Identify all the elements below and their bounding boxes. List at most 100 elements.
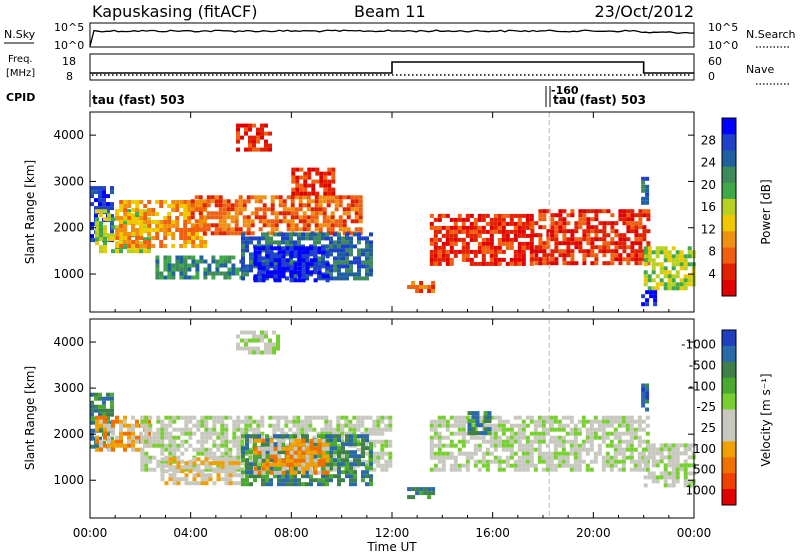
heatmap-cell (219, 255, 224, 260)
heatmap-cell (183, 200, 188, 204)
heatmap-cell (643, 483, 648, 488)
heatmap-cell (582, 249, 587, 254)
heatmap-cell (260, 147, 264, 152)
heatmap-cell (372, 427, 377, 432)
y-tick-label: 4000 (53, 128, 84, 142)
heatmap-cell (297, 458, 302, 463)
heatmap-cell (257, 272, 261, 277)
heatmap-cell (249, 466, 253, 471)
heatmap-cell (554, 213, 559, 218)
heatmap-cell (525, 225, 530, 230)
heatmap-cell (441, 233, 446, 238)
heatmap-cell (517, 427, 522, 432)
heatmap-cell (208, 415, 213, 420)
heatmap-cell (667, 447, 672, 452)
heatmap-cell (301, 474, 305, 479)
heatmap-cell (200, 469, 205, 474)
heatmap-cell (586, 241, 591, 246)
heatmap-cell (538, 225, 543, 230)
heatmap-cell (240, 330, 244, 335)
heatmap-cell (683, 479, 688, 484)
heatmap-cell (290, 203, 295, 208)
heatmap-cell (160, 431, 165, 436)
heatmap-cell (107, 439, 111, 444)
heatmap-cell (419, 487, 424, 492)
heatmap-cell (570, 257, 575, 262)
heatmap-cell (325, 268, 329, 273)
heatmap-cell (521, 463, 526, 468)
heatmap-cell (265, 246, 270, 251)
heatmap-cell (558, 249, 563, 254)
heatmap-cell (160, 435, 165, 440)
heatmap-cell (301, 458, 306, 463)
heatmap-cell (278, 203, 283, 208)
heatmap-cell (493, 229, 498, 234)
heatmap-cell (651, 258, 656, 263)
heatmap-cell (204, 419, 209, 424)
heatmap-cell (477, 443, 482, 448)
heatmap-cell (647, 258, 652, 263)
heatmap-cell (289, 266, 294, 271)
heatmap-cell (481, 463, 486, 468)
heatmap-cell (497, 463, 502, 468)
heatmap-cell (313, 478, 317, 483)
heatmap-cell (489, 415, 494, 420)
heatmap-cell (346, 207, 351, 212)
heatmap-cell (248, 147, 252, 152)
heatmap-cell (637, 435, 642, 440)
heatmap-cell (163, 228, 168, 232)
heatmap-cell (240, 439, 245, 444)
heatmap-cell (227, 259, 232, 264)
heatmap-cell (333, 438, 337, 443)
heatmap-cell (653, 294, 658, 299)
heatmap-cell (135, 232, 140, 236)
heatmap-cell (262, 203, 267, 208)
heatmap-cell (638, 233, 643, 238)
heatmap-cell (431, 487, 436, 492)
heatmap-cell (131, 232, 136, 236)
heatmap-cell (606, 233, 611, 238)
heatmap-cell (441, 213, 446, 218)
heatmap-cell (241, 454, 245, 459)
heatmap-cell (218, 199, 223, 204)
heatmap-cell (321, 252, 325, 257)
heatmap-cell (245, 446, 249, 451)
heatmap-cell (260, 330, 264, 335)
heatmap-cell (285, 276, 289, 281)
heatmap-cell (337, 458, 341, 463)
heatmap-cell (110, 206, 114, 211)
heatmap-cell (622, 213, 627, 218)
heatmap-cell (107, 423, 111, 428)
heatmap-cell (167, 263, 172, 268)
heatmap-cell (643, 258, 648, 263)
heatmap-cell (352, 427, 357, 432)
heatmap-cell (148, 439, 153, 444)
heatmap-cell (675, 479, 680, 484)
heatmap-cell (281, 446, 286, 451)
heatmap-cell (286, 219, 291, 224)
heatmap-cell (533, 439, 538, 444)
heatmap-cell (314, 223, 319, 228)
heatmap-cell (297, 450, 302, 455)
heatmap-cell (337, 264, 341, 269)
heatmap-cell (265, 466, 270, 471)
heatmap-cell (637, 439, 642, 444)
heatmap-cell (242, 219, 247, 224)
y-tick-label: 1000 (53, 473, 84, 487)
heatmap-cell (103, 249, 107, 254)
heatmap-cell (297, 258, 302, 263)
heatmap-cell (641, 467, 646, 472)
heatmap-cell (236, 346, 240, 351)
heatmap-cell (261, 446, 266, 451)
heatmap-cell (329, 462, 333, 467)
heatmap-cell (191, 236, 196, 240)
heatmap-cell (293, 462, 298, 467)
heatmap-cell (187, 236, 192, 240)
heatmap-cell (618, 245, 623, 250)
heatmap-cell (419, 281, 424, 285)
heatmap-cell (517, 415, 522, 420)
heatmap-cell (313, 258, 318, 263)
heatmap-cell (349, 470, 353, 475)
heatmap-cell (683, 463, 688, 468)
heatmap-cell (281, 236, 285, 241)
